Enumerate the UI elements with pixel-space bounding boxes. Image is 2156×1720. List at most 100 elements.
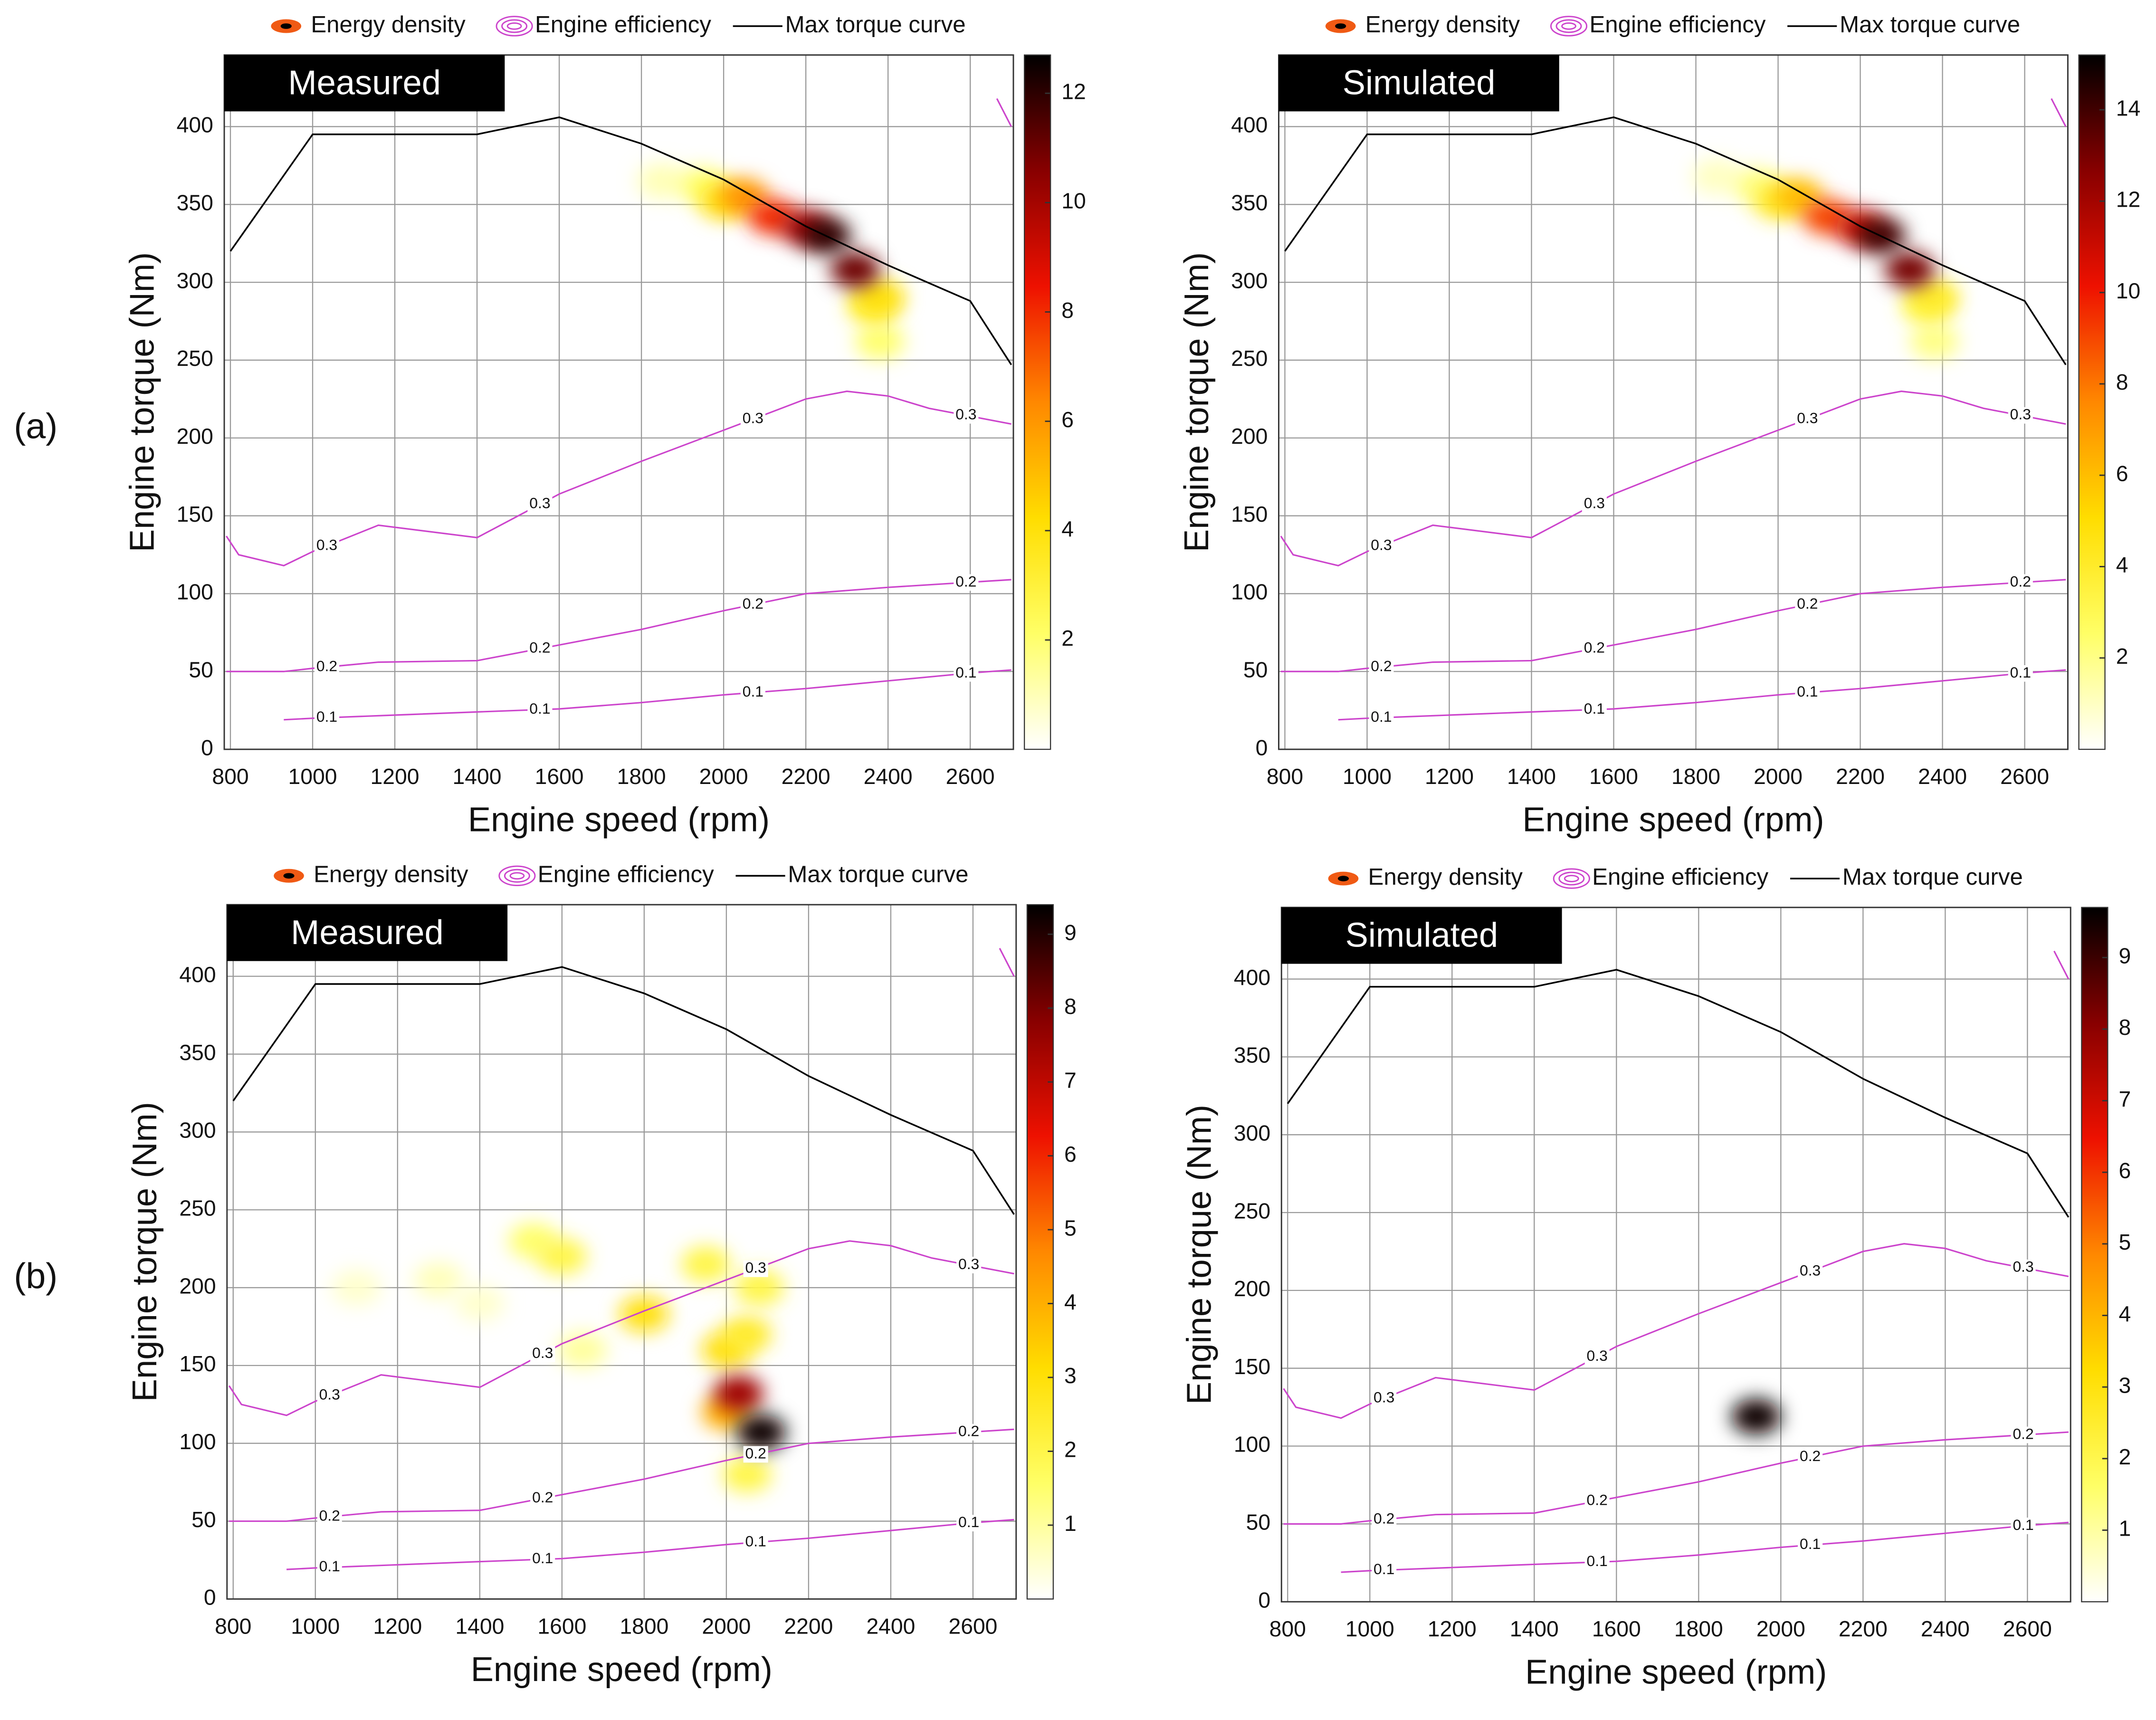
contour-label-bg	[1369, 709, 1394, 726]
contour-label-bg	[740, 684, 765, 701]
x-tick-label: 1800	[617, 764, 666, 789]
legend-efficiency-icon	[504, 869, 530, 883]
contour-label-bg	[956, 1515, 982, 1532]
density-blob	[681, 1246, 731, 1282]
panel-label: (a)	[14, 406, 57, 446]
contour-label-bg	[1795, 596, 1820, 613]
y-axis-label: Engine torque (Nm)	[123, 252, 161, 552]
colorbar-tick-label: 10	[2116, 278, 2140, 303]
legend-efficiency-icon	[1553, 868, 1590, 889]
colorbar-tick-label: 10	[1061, 189, 1086, 213]
plot-frame	[223, 54, 1014, 750]
y-tick-label: 100	[1231, 580, 1268, 604]
contour-label-bg	[530, 1346, 555, 1362]
contour-label: 0.3	[319, 1386, 340, 1403]
contour-label: 0.2	[958, 1423, 979, 1440]
x-tick-label: 2600	[946, 764, 995, 789]
contour-label: 0.3	[532, 1344, 553, 1361]
legend-label: Energy density	[314, 861, 468, 887]
density-blob	[714, 1376, 763, 1412]
colorbar-tick-label: 12	[1061, 79, 1086, 104]
x-tick-label: 1200	[373, 1614, 422, 1638]
contour-label-bg	[1369, 659, 1394, 676]
contour-label-bg	[2008, 574, 2033, 591]
max-torque-curve	[232, 966, 1015, 1215]
density-blob	[637, 163, 687, 199]
contour-label-bg	[954, 574, 979, 591]
x-axis-label: Engine speed (rpm)	[1522, 801, 1824, 839]
colorbar-tick-label: 12	[2116, 187, 2140, 212]
colorbar-tick-label: 6	[2119, 1158, 2131, 1183]
contour-label-bg	[2011, 1518, 2036, 1534]
contour-label: 0.1	[2013, 1516, 2033, 1533]
y-tick-label: 400	[177, 113, 213, 137]
plot-area	[227, 905, 1016, 1599]
colorbar-tick-label: 4	[1061, 516, 1074, 541]
contour-label-bg	[1582, 496, 1607, 513]
colorbar-tick-label: 6	[2116, 461, 2128, 486]
y-tick-label: 250	[1231, 346, 1268, 371]
colorbar-tick-label: 8	[2119, 1015, 2131, 1040]
contour-label-bg	[1582, 701, 1607, 718]
efficiency-contour	[1338, 669, 2066, 721]
contour-label: 0.1	[745, 1532, 766, 1549]
contour-label-bg	[1795, 411, 1820, 428]
contour-label: 0.1	[955, 664, 976, 681]
x-tick-label: 2600	[2000, 764, 2049, 789]
contour-label-bg	[1372, 1511, 1397, 1528]
y-tick-label: 50	[1243, 657, 1268, 682]
legend-efficiency-icon	[1550, 16, 1588, 37]
contour-label-bg	[314, 709, 339, 726]
x-axis-label: Engine speed (rpm)	[471, 1651, 773, 1689]
density-layer	[332, 1223, 786, 1492]
colorbar-tick-label: 5	[2119, 1230, 2131, 1254]
efficiency-contour	[1280, 98, 2067, 567]
legend-label: Max torque curve	[788, 861, 968, 887]
contour-label: 0.3	[2010, 406, 2031, 423]
y-tick-label: 0	[204, 1585, 216, 1610]
density-blob	[736, 1414, 786, 1451]
contour-label-bg	[954, 665, 979, 682]
legend-efficiency-icon	[1558, 871, 1585, 886]
x-tick-label: 1800	[620, 1614, 668, 1638]
max-torque-curve	[229, 116, 1012, 365]
plot-area	[1278, 55, 2068, 750]
contour-label: 0.2	[1371, 657, 1392, 674]
plot-area	[1281, 907, 2071, 1602]
y-tick-label: 150	[1231, 502, 1268, 526]
panel-label: (b)	[14, 1256, 57, 1296]
lines: 0.3 0.3 0.3 0.3 0.2 0.2 0.2 0.2 0.1 0.1 0.1 0.1	[1283, 950, 2070, 1578]
x-tick-label: 1000	[1343, 764, 1392, 789]
density-blob	[855, 280, 905, 316]
colorbar-tick-label: 7	[2119, 1087, 2131, 1111]
contour-label: 0.2	[745, 1444, 766, 1462]
x-tick-label: 2000	[699, 764, 748, 789]
y-tick-label: 300	[1234, 1120, 1270, 1145]
contour-label-bg	[1582, 640, 1607, 657]
contour-label: 0.3	[1800, 1261, 1821, 1279]
contour-label: 0.1	[316, 708, 337, 725]
lines: 0.3 0.3 0.3 0.3 0.2 0.2 0.2 0.2 0.1 0.1 0.1 0.1	[226, 98, 1012, 726]
y-tick-label: 150	[177, 502, 213, 526]
contour-label: 0.2	[1374, 1510, 1394, 1527]
contour-label-bg	[1372, 1562, 1397, 1578]
colorbar	[1023, 54, 1051, 750]
contour-label-bg	[956, 1424, 982, 1441]
y-tick-label: 350	[177, 191, 213, 215]
x-tick-label: 1600	[1592, 1616, 1641, 1641]
density-blob	[455, 1285, 505, 1321]
x-tick-label: 2400	[1921, 1616, 1970, 1641]
contour-label: 0.2	[2010, 573, 2031, 590]
colorbar	[2081, 907, 2108, 1603]
x-tick-label: 1000	[1345, 1616, 1394, 1641]
density-blob	[1909, 280, 1959, 316]
y-tick-label: 50	[189, 657, 213, 682]
x-tick-label: 1800	[1674, 1616, 1723, 1641]
contour-label: 0.2	[1800, 1447, 1821, 1464]
contour-label: 0.1	[1797, 683, 1818, 700]
x-tick-label: 1200	[371, 764, 420, 789]
y-axis-label: Engine torque (Nm)	[1181, 1105, 1219, 1405]
x-tick-label: 1400	[455, 1614, 504, 1638]
x-tick-label: 1000	[288, 764, 337, 789]
